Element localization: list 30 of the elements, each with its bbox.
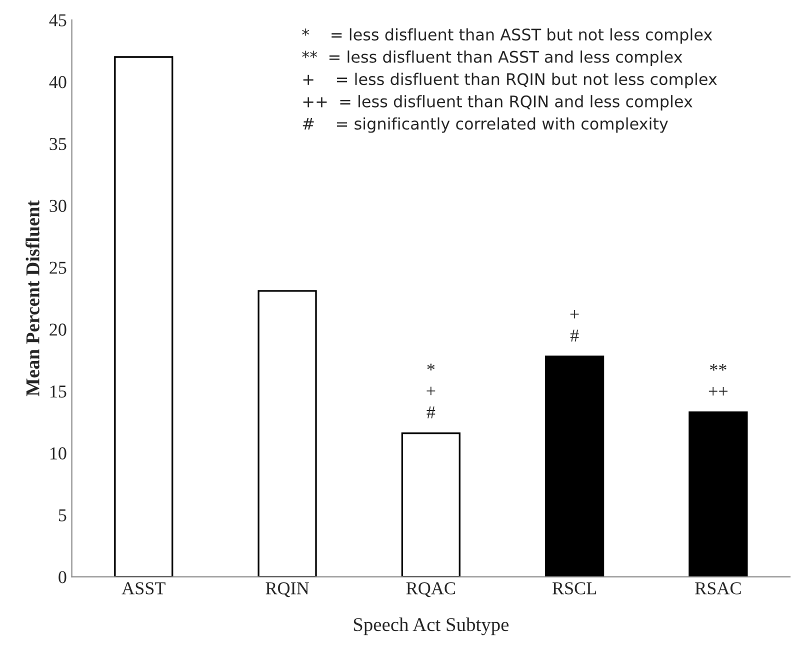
x-tick-label: ASST xyxy=(122,582,166,594)
x-axis-title: Speech Act Subtype xyxy=(354,617,509,636)
bar xyxy=(688,411,748,577)
annotation: # = significantly correlated with complexity xyxy=(302,117,668,133)
y-tick-label: 40 xyxy=(49,76,66,88)
annotation: + = less disfluent than RQIN but not less complex xyxy=(303,72,717,88)
x-tick-label: RSCL xyxy=(552,582,596,594)
y-tick-label: 20 xyxy=(50,324,66,336)
annotation: ++ = less disfluent than RQIN and less complex xyxy=(303,95,692,111)
y-tick-label: 0 xyxy=(58,571,66,584)
bar xyxy=(401,432,460,577)
y-tick-label: 35 xyxy=(50,138,66,150)
x-tick-label: RSAC xyxy=(695,582,741,594)
y-tick-label: 45 xyxy=(49,14,66,26)
y-tick-label: 10 xyxy=(50,447,66,460)
bar xyxy=(544,356,604,577)
y-tick-label: 5 xyxy=(58,509,66,522)
x-tick-label: RQIN xyxy=(266,582,309,598)
bar xyxy=(258,290,317,577)
y-tick-label: 15 xyxy=(50,386,66,398)
annotation: * + # xyxy=(426,364,436,418)
x-tick-label: RQAC xyxy=(406,582,456,598)
annotation: + # xyxy=(570,310,579,342)
bar xyxy=(114,56,174,577)
y-tick-label: 25 xyxy=(50,262,66,274)
annotation: * = less disfluent than ASST but not less complex xyxy=(302,28,712,44)
annotation: ** ++ xyxy=(708,364,728,396)
y-axis-title: Mean Percent Disfluent xyxy=(26,200,40,396)
annotation: ** = less disfluent than ASST and less complex xyxy=(302,50,682,66)
y-tick-label: 30 xyxy=(50,200,66,212)
